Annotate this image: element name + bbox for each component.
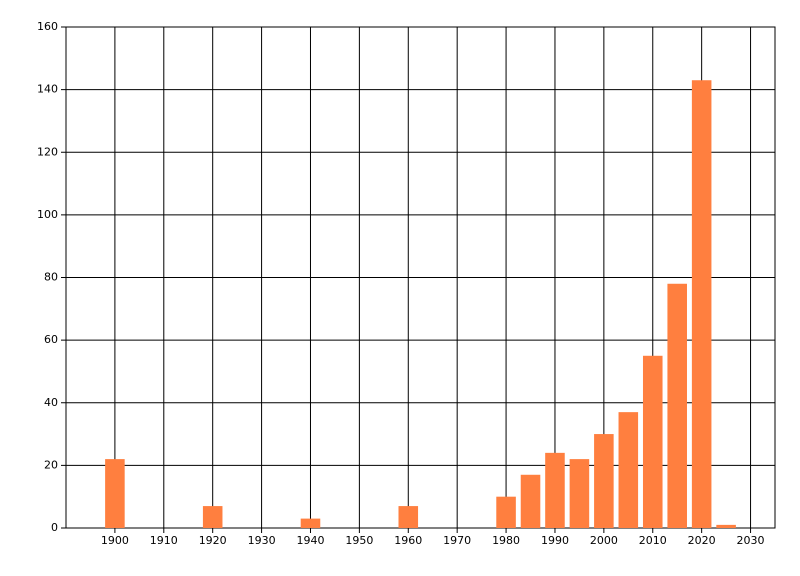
bar [642, 355, 663, 528]
x-tick-label: 1910 [150, 534, 178, 547]
y-tick-label: 0 [51, 521, 58, 534]
bar [398, 506, 419, 528]
x-tick-label: 1970 [443, 534, 471, 547]
x-tick-label: 2020 [688, 534, 716, 547]
x-tick-label: 1930 [248, 534, 276, 547]
bar [691, 80, 712, 528]
x-tick-label: 1980 [492, 534, 520, 547]
plot-border [65, 26, 776, 529]
y-tick-label: 160 [37, 20, 58, 33]
bar [202, 506, 223, 528]
bar [594, 434, 614, 528]
bar [300, 518, 321, 528]
y-tick-label: 60 [44, 333, 58, 346]
x-tick-label: 2010 [639, 534, 667, 547]
x-tick-label: 1960 [394, 534, 422, 547]
bar [618, 412, 639, 528]
y-tick-label: 100 [37, 208, 58, 221]
bar [105, 459, 125, 528]
y-tick-label: 40 [44, 396, 58, 409]
x-tick-label: 2030 [737, 534, 765, 547]
x-tick-label: 2000 [590, 534, 618, 547]
x-tick-label: 1990 [541, 534, 569, 547]
bar [667, 283, 687, 528]
x-tick-label: 1940 [296, 534, 324, 547]
y-tick-label: 80 [44, 271, 58, 284]
y-tick-label: 20 [44, 458, 58, 471]
bar [569, 459, 590, 528]
y-tick-label: 140 [37, 83, 58, 96]
x-tick-label: 1920 [199, 534, 227, 547]
bar [520, 474, 541, 528]
bar [496, 496, 516, 528]
bar [716, 524, 736, 528]
x-tick-label: 1900 [101, 534, 129, 547]
y-tick-label: 120 [37, 145, 58, 158]
x-tick-label: 1950 [345, 534, 373, 547]
bar [545, 452, 565, 528]
